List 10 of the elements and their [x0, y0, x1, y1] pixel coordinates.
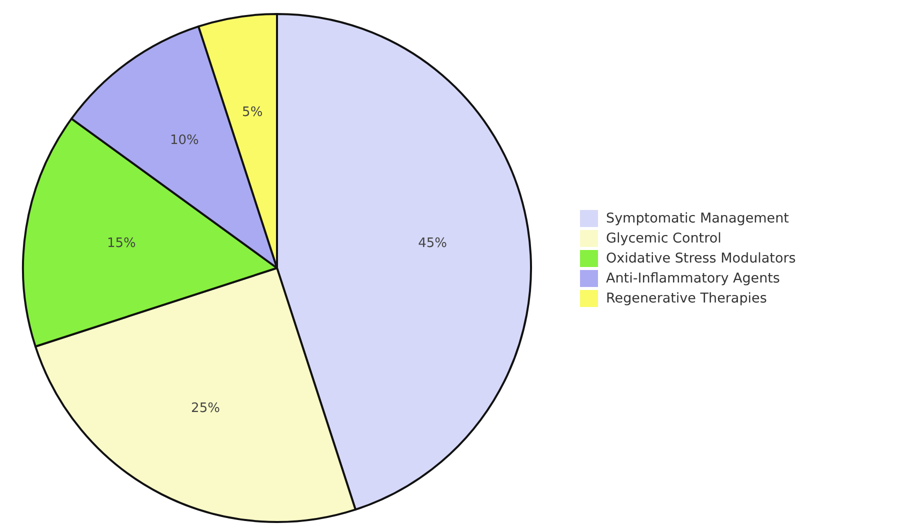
data-label: 10%	[170, 133, 199, 148]
legend-label: Oxidative Stress Modulators	[606, 250, 796, 267]
legend-label: Regenerative Therapies	[606, 290, 767, 307]
legend-label: Symptomatic Management	[606, 210, 789, 227]
legend-label: Anti-Inflammatory Agents	[606, 270, 780, 287]
data-label: 45%	[418, 236, 447, 251]
data-label: 25%	[191, 400, 220, 416]
data-label: 15%	[107, 236, 136, 251]
data-label: 5%	[242, 105, 263, 120]
legend-label: Glycemic Control	[606, 230, 722, 247]
